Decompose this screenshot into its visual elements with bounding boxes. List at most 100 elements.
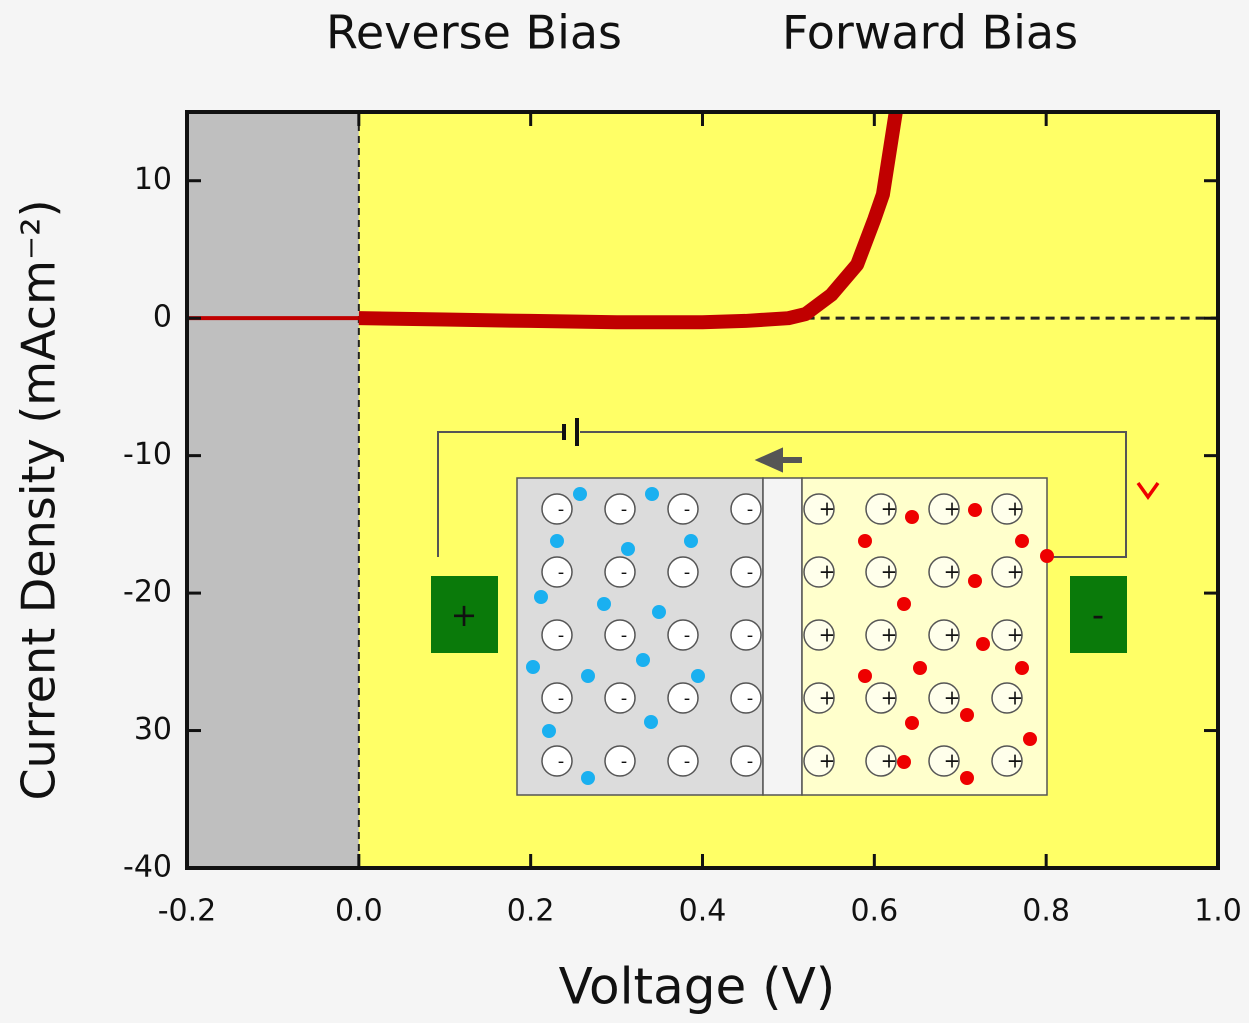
acceptor-ion [604, 556, 636, 588]
ion-sign: + [819, 623, 836, 647]
donor-ion [803, 493, 835, 525]
x-label: Voltage (V) [559, 958, 836, 1016]
ion-sign: - [621, 688, 628, 709]
y-tick-label: 0 [153, 300, 172, 335]
acceptor-ion [541, 493, 573, 525]
donor-ion [928, 493, 960, 525]
anode-label: + [451, 596, 478, 634]
hole [526, 660, 540, 674]
donor-ion [991, 619, 1023, 651]
donor-ion [991, 745, 1023, 777]
ion-sign: + [944, 497, 961, 521]
electron [858, 534, 872, 548]
hole [542, 724, 556, 738]
acceptor-ion [730, 556, 762, 588]
cathode-label: - [1092, 596, 1104, 636]
y-label: Current Density (mAcm⁻²) [12, 199, 66, 800]
acceptor-ion [604, 493, 636, 525]
acceptor-ion [730, 619, 762, 651]
ion-sign: - [558, 625, 565, 646]
donor-ion [803, 556, 835, 588]
ion-sign: - [747, 688, 754, 709]
acceptor-ion [667, 745, 699, 777]
hole [684, 534, 698, 548]
ion-sign: - [684, 688, 691, 709]
hole [597, 597, 611, 611]
acceptor-ion [667, 556, 699, 588]
electron [1015, 534, 1029, 548]
x-tick-label: 1.0 [1194, 894, 1242, 929]
donor-ion [803, 745, 835, 777]
ion-sign: - [747, 499, 754, 520]
hole [652, 605, 666, 619]
x-tick-label: 0.2 [507, 894, 555, 929]
y-tick-label: -10 [123, 437, 172, 472]
ion-sign: + [1007, 623, 1024, 647]
donor-ion [991, 556, 1023, 588]
donor-ion [865, 556, 897, 588]
ion-sign: - [747, 625, 754, 646]
electron [1040, 549, 1054, 563]
acceptor-ion [667, 493, 699, 525]
electron [960, 708, 974, 722]
electron [968, 574, 982, 588]
ion-sign: + [1007, 560, 1024, 584]
ion-sign: + [944, 749, 961, 773]
anode-box [431, 576, 498, 653]
hole [581, 771, 595, 785]
ion-sign: + [819, 497, 836, 521]
x-tick-label: 0.4 [679, 894, 727, 929]
electron [968, 503, 982, 517]
acceptor-ion [730, 682, 762, 714]
ion-sign: - [684, 562, 691, 583]
acceptor-ion [541, 745, 573, 777]
ion-sign: - [558, 562, 565, 583]
donor-ion [928, 682, 960, 714]
ion-sign: - [684, 499, 691, 520]
donor-ion [928, 556, 960, 588]
ion-sign: - [621, 625, 628, 646]
acceptor-ion [604, 619, 636, 651]
electron [897, 755, 911, 769]
hole [581, 669, 595, 683]
acceptor-ion [730, 493, 762, 525]
ion-sign: - [558, 499, 565, 520]
ion-sign: + [881, 560, 898, 584]
donor-ion [991, 493, 1023, 525]
electron [897, 597, 911, 611]
acceptor-ion [541, 619, 573, 651]
x-tick-label: 0.6 [850, 894, 898, 929]
hole [636, 653, 650, 667]
ion-sign: + [881, 497, 898, 521]
ion-sign: + [881, 749, 898, 773]
ion-sign: - [684, 625, 691, 646]
x-tick-label: 0.8 [1022, 894, 1070, 929]
ion-sign: - [621, 751, 628, 772]
donor-ion [865, 493, 897, 525]
electron [913, 661, 927, 675]
electron [960, 771, 974, 785]
x-tick-label: 0.0 [335, 894, 383, 929]
ion-sign: + [819, 560, 836, 584]
hole [645, 487, 659, 501]
ion-sign: + [944, 560, 961, 584]
electron [905, 510, 919, 524]
acceptor-ion [541, 556, 573, 588]
hole [644, 715, 658, 729]
donor-ion [991, 682, 1023, 714]
cathode-box [1070, 576, 1127, 653]
ion-sign: - [684, 751, 691, 772]
acceptor-ion [604, 745, 636, 777]
ion-sign: + [944, 686, 961, 710]
acceptor-ion [541, 682, 573, 714]
y-tick-label: -20 [123, 575, 172, 610]
ion-sign: + [1007, 749, 1024, 773]
red-mark [1136, 481, 1160, 501]
ion-sign: + [819, 686, 836, 710]
ion-sign: + [881, 623, 898, 647]
ion-sign: + [944, 623, 961, 647]
acceptor-ion [667, 682, 699, 714]
ion-sign: - [621, 562, 628, 583]
electron [1023, 732, 1037, 746]
electron [1015, 661, 1029, 675]
